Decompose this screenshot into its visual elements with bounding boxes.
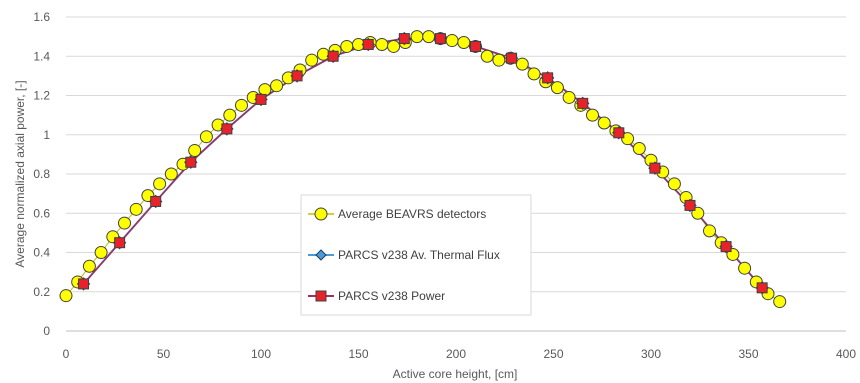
beavrs-point <box>305 53 319 67</box>
power-point <box>255 93 267 105</box>
x-tick-label: 50 <box>157 347 171 361</box>
x-tick-label: 400 <box>836 347 856 361</box>
power-point <box>506 52 518 64</box>
beavrs-point <box>387 39 401 53</box>
beavrs-point <box>59 289 73 303</box>
y-tick-label: 0.2 <box>33 285 50 299</box>
beavrs-point <box>480 49 494 63</box>
beavrs-point <box>422 30 436 44</box>
x-tick-labels: 0 50 100 150 200 250 300 350 400 <box>63 347 857 361</box>
x-tick-label: 150 <box>348 347 368 361</box>
y-tick-label: 0 <box>43 324 50 338</box>
power-point <box>542 72 554 84</box>
legend-diamond-marker <box>315 249 327 261</box>
power-point <box>327 50 339 62</box>
power-point <box>185 156 197 168</box>
legend-label-thermal-flux: PARCS v238 Av. Thermal Flux <box>338 248 500 262</box>
legend-box <box>300 194 532 316</box>
power-point <box>221 123 233 135</box>
y-tick-labels: 0 0.2 0.4 0.6 0.8 1 1.2 1.4 1.6 <box>33 10 50 338</box>
x-axis-title: Active core height, [cm] <box>393 367 518 381</box>
series-markers <box>59 30 787 309</box>
beavrs-point <box>188 143 202 157</box>
legend-circle-marker <box>314 207 328 221</box>
beavrs-point <box>94 246 108 259</box>
power-point <box>684 199 696 211</box>
beavrs-point <box>445 34 459 48</box>
power-point <box>150 195 162 207</box>
legend-entry-power: PARCS v238 Power <box>308 289 445 303</box>
beavrs-point <box>550 81 564 95</box>
power-point <box>720 241 732 253</box>
power-point <box>470 40 481 52</box>
beavrs-point <box>667 177 681 191</box>
x-tick-label: 350 <box>738 347 758 361</box>
beavrs-point <box>562 90 576 104</box>
power-point <box>398 33 410 45</box>
beavrs-point <box>235 98 248 112</box>
beavrs-point <box>703 224 716 238</box>
x-tick-label: 300 <box>641 347 661 361</box>
y-tick-label: 1 <box>43 128 50 142</box>
beavrs-point <box>515 57 529 71</box>
power-point <box>577 97 589 109</box>
power-point <box>649 162 661 174</box>
beavrs-point <box>153 177 167 191</box>
beavrs-point <box>632 141 646 155</box>
y-tick-label: 1.4 <box>33 49 50 63</box>
x-tick-label: 0 <box>63 347 70 361</box>
beavrs-point <box>129 202 143 216</box>
power-point <box>78 278 90 290</box>
legend-entry-beavrs: Average BEAVRS detectors <box>308 207 486 221</box>
y-tick-label: 0.6 <box>33 206 50 220</box>
beavrs-point <box>82 259 96 273</box>
beavrs-point <box>340 39 354 53</box>
power-point <box>114 237 126 249</box>
legend-label-power: PARCS v238 Power <box>338 289 445 303</box>
y-tick-label: 0.4 <box>33 246 50 260</box>
beavrs-point <box>597 116 611 130</box>
beavrs-point <box>586 108 599 122</box>
beavrs-point <box>118 216 131 230</box>
power-point <box>434 33 446 45</box>
beavrs-point <box>773 295 787 309</box>
x-tick-label: 200 <box>446 347 466 361</box>
legend-entry-thermal-flux: PARCS v238 Av. Thermal Flux <box>308 248 500 262</box>
beavrs-point <box>457 36 471 50</box>
legend: Average BEAVRS detectors PARCS v238 Av. … <box>300 194 532 316</box>
beavrs-point <box>223 108 237 122</box>
power-point <box>291 70 303 82</box>
beavrs-point <box>410 30 424 44</box>
beavrs-point <box>164 167 178 181</box>
power-point <box>613 127 625 139</box>
beavrs-point <box>738 261 752 275</box>
beavrs-point <box>199 130 213 144</box>
x-tick-label: 250 <box>543 347 563 361</box>
legend-label-beavrs: Average BEAVRS detectors <box>338 207 486 221</box>
beavrs-point <box>527 67 541 81</box>
y-tick-label: 1.2 <box>33 89 50 103</box>
legend-square-marker <box>315 290 327 302</box>
power-point <box>756 282 768 294</box>
gridlines <box>66 16 846 332</box>
y-axis-title: Average normalized axial power, [-] <box>13 80 27 267</box>
beavrs-point <box>375 37 389 51</box>
beavrs-point <box>270 79 284 93</box>
beavrs-point <box>621 132 635 146</box>
power-point <box>362 38 374 50</box>
beavrs-point <box>316 47 330 61</box>
beavrs-point <box>492 53 506 67</box>
y-tick-label: 1.6 <box>33 10 50 24</box>
x-tick-label: 100 <box>251 347 271 361</box>
y-tick-label: 0.8 <box>33 167 50 181</box>
